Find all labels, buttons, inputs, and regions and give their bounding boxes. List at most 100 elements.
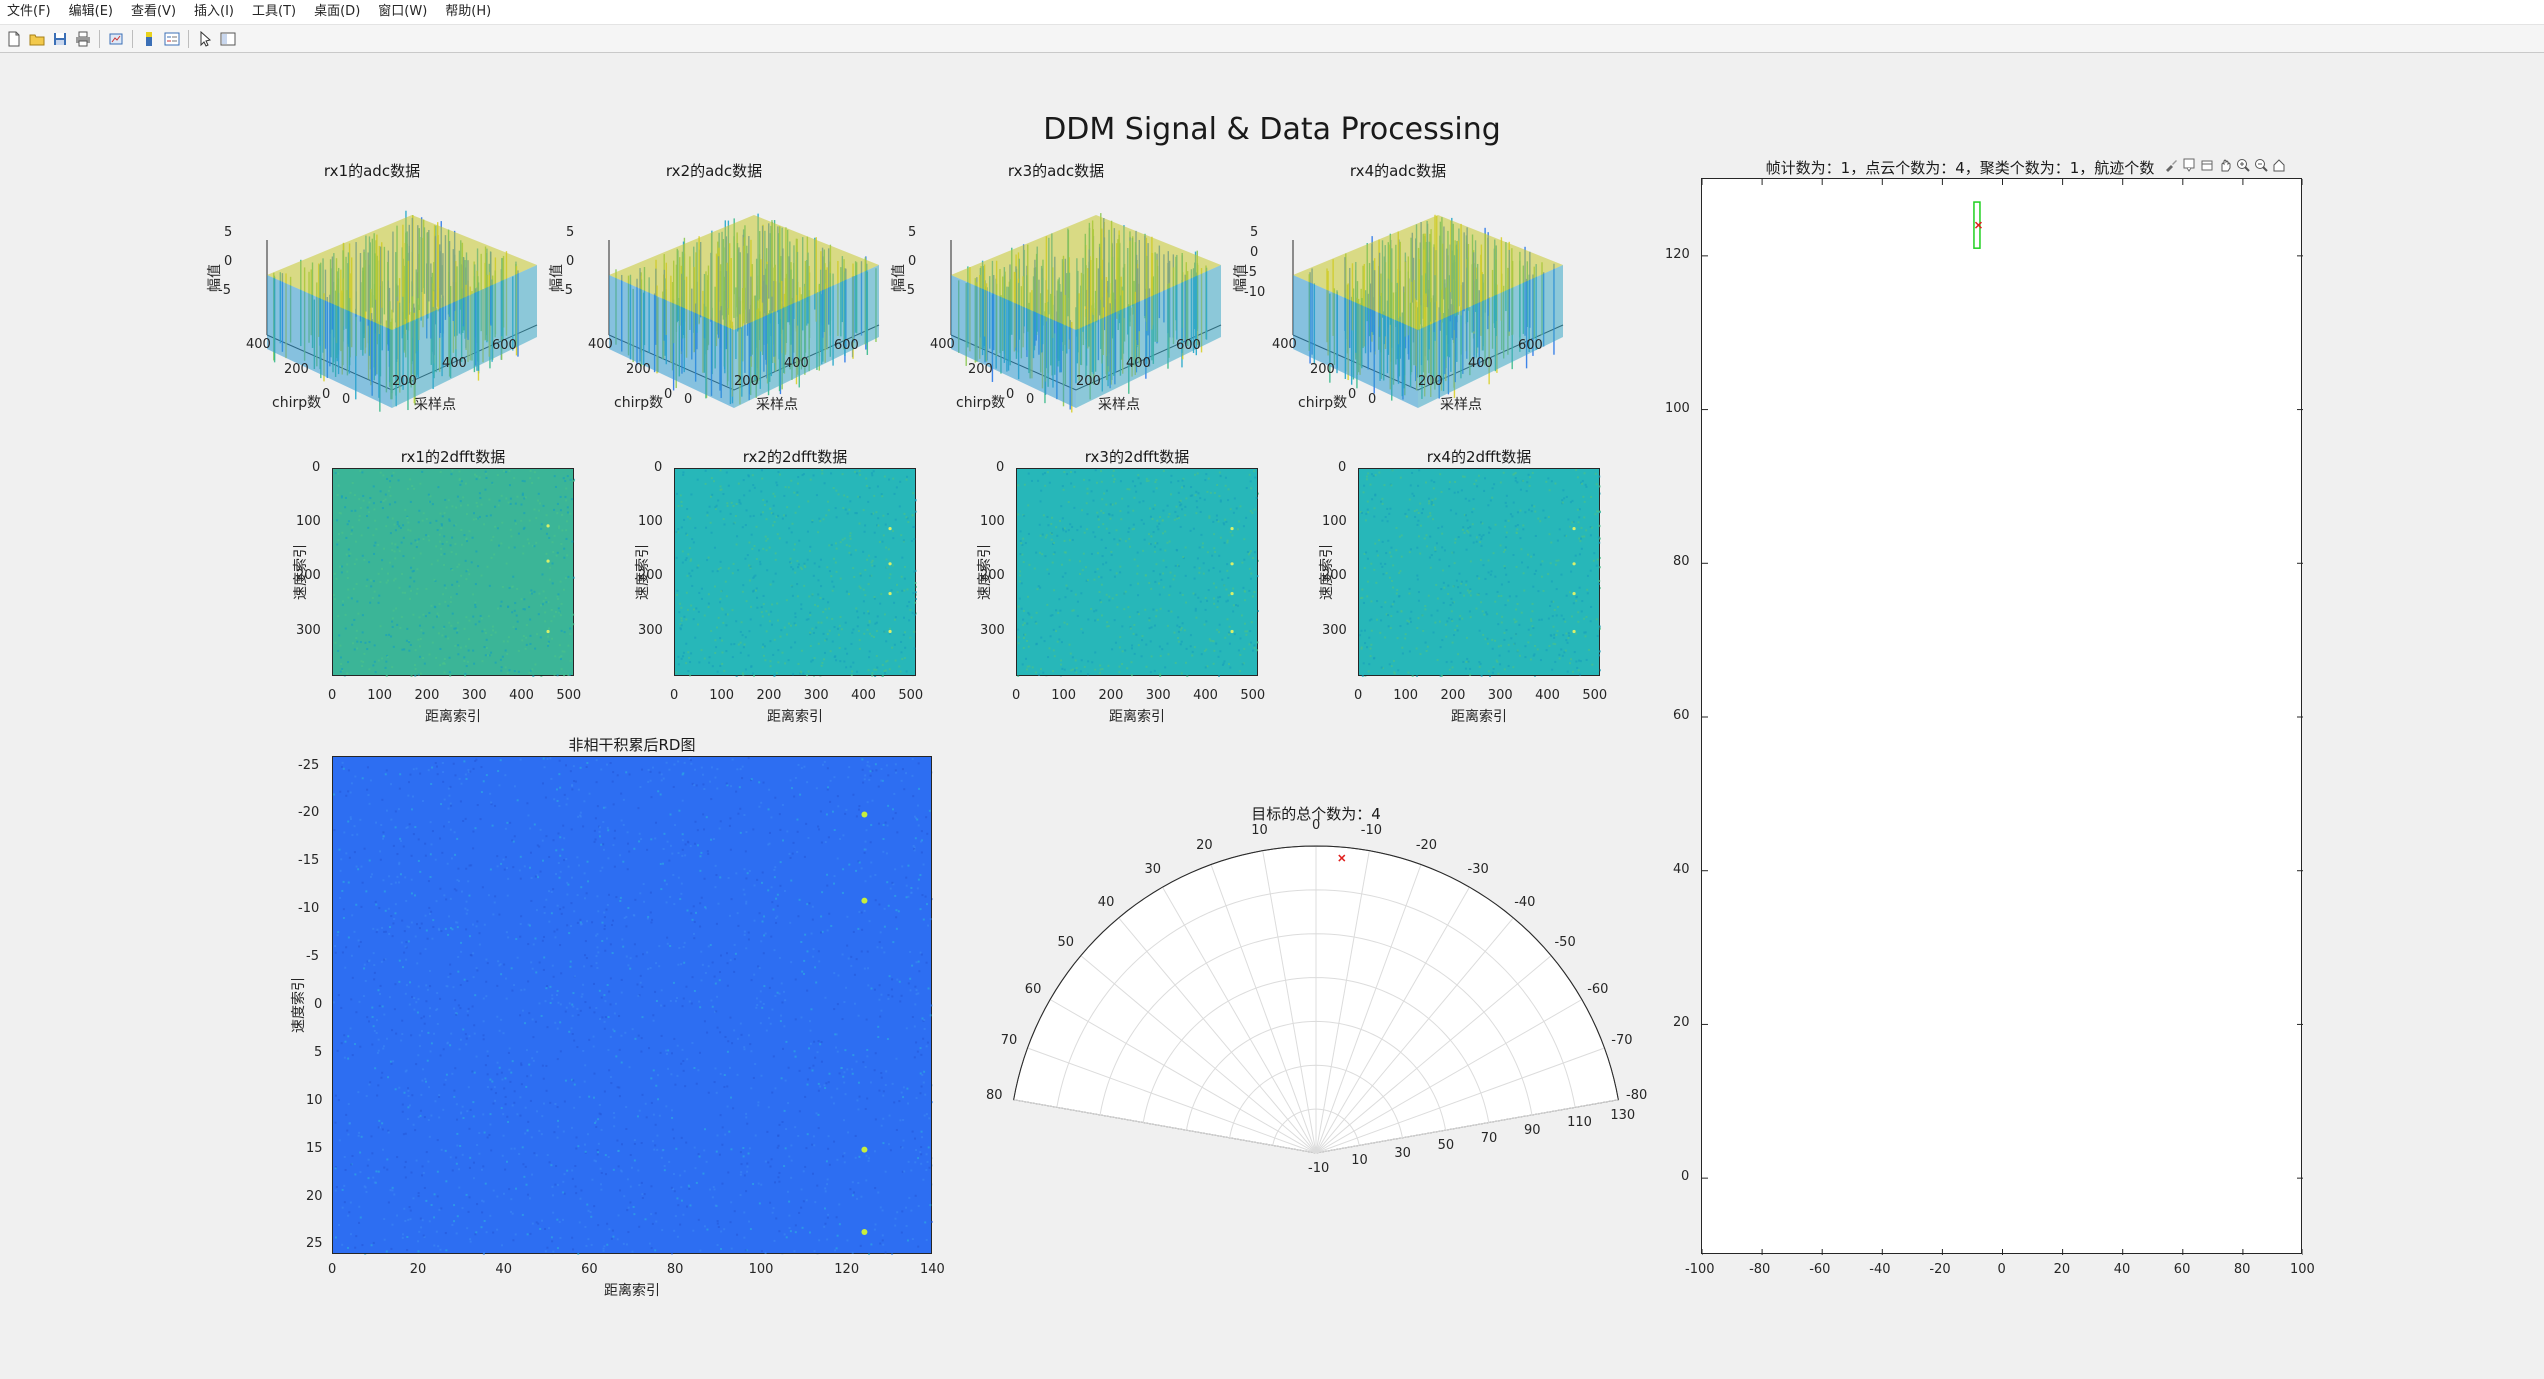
fft-peak <box>1572 629 1576 634</box>
edit-pointer-icon[interactable] <box>195 29 215 49</box>
y-axis-label: 速度索引 <box>635 544 651 600</box>
polar-spoke <box>1315 1099 1619 1154</box>
surface-axes-1[interactable] <box>252 185 552 425</box>
zoom-out-icon[interactable] <box>2254 157 2268 176</box>
z-tick: -5 <box>218 283 231 298</box>
x-axis-label: 采样点 <box>1440 397 1482 413</box>
x-tick: 400 <box>509 688 534 703</box>
save-icon[interactable] <box>50 29 70 49</box>
track-axes[interactable] <box>1701 178 2303 1255</box>
fft-peak <box>546 524 550 528</box>
fft-heatmap-3[interactable] <box>1016 468 1259 677</box>
x-tick: 300 <box>1487 688 1513 703</box>
y-tick: 0 <box>322 387 331 402</box>
pan-icon[interactable] <box>2218 157 2232 176</box>
x-axis-label: 距离索引 <box>425 709 481 725</box>
polar-theta-tick: 50 <box>1057 934 1075 950</box>
menu-item-1[interactable]: 编辑(E) <box>68 4 113 19</box>
polar-outline <box>1013 845 1619 1100</box>
fft-noise-svg <box>675 469 917 677</box>
fft-peak <box>888 591 892 596</box>
zoom-in-icon[interactable] <box>2236 157 2250 176</box>
polar-spoke <box>1013 1099 1317 1154</box>
x-tick: 600 <box>1518 338 1543 353</box>
z-tick: 5 <box>224 225 233 240</box>
polar-spoke <box>1315 1047 1605 1154</box>
x-tick: 0 <box>670 688 679 703</box>
rd-heatmap[interactable] <box>332 756 933 1255</box>
polar-theta-tick: 80 <box>985 1088 1003 1104</box>
y-tick: 200 <box>980 568 1005 584</box>
y-axis-label: chirp数 <box>956 395 1006 411</box>
surface-axes-4[interactable] <box>1278 185 1578 425</box>
link-plot-icon[interactable] <box>106 29 126 49</box>
rd-noise-svg <box>333 757 933 1255</box>
polar-r-tick: 70 <box>1480 1130 1498 1146</box>
restore-view-icon[interactable] <box>2272 157 2286 176</box>
y-axis-label: 速度索引 <box>1319 544 1335 600</box>
menu-item-5[interactable]: 桌面(D) <box>314 4 361 19</box>
z-tick: -5 <box>1244 265 1257 280</box>
surface-axes-2[interactable] <box>594 185 894 425</box>
fft-title: rx2的2dfft数据 <box>742 448 848 466</box>
x-tick: 500 <box>1240 688 1266 703</box>
fft-heatmap-1[interactable] <box>332 468 575 677</box>
x-tick: 60 <box>2173 1262 2191 1277</box>
insert-legend-icon[interactable] <box>162 29 182 49</box>
y-tick: 15 <box>306 1140 323 1156</box>
x-tick: 0 <box>1997 1262 2006 1277</box>
property-inspector-icon[interactable] <box>218 29 238 49</box>
print-icon[interactable] <box>73 29 93 49</box>
polar-axes[interactable] <box>989 826 1643 1173</box>
x-tick: 40 <box>2113 1262 2131 1277</box>
menu-bar: 文件(F) 编辑(E) 查看(V) 插入(I) 工具(T) 桌面(D) 窗口(W) 帮助(H) <box>0 0 2544 25</box>
figure-toolbar <box>0 25 2544 53</box>
surface-plot-svg <box>266 210 538 412</box>
menu-item-4[interactable]: 工具(T) <box>252 4 297 19</box>
data-tips-icon[interactable] <box>2182 157 2196 176</box>
fft-heatmap-2[interactable] <box>674 468 917 677</box>
x-tick: 0 <box>342 392 351 407</box>
fft-noise-svg <box>1359 469 1601 677</box>
x-tick: -40 <box>1869 1262 1891 1277</box>
x-axis-label: 距离索引 <box>767 709 823 725</box>
polar-theta-tick: 0 <box>1312 818 1321 833</box>
surface-top-face <box>951 215 1221 330</box>
fft-title: rx3的2dfft数据 <box>1084 448 1190 466</box>
rotate-3d-icon[interactable] <box>2200 157 2214 176</box>
menu-item-6[interactable]: 窗口(W) <box>378 4 428 19</box>
y-axis-label: 速度索引 <box>293 544 309 600</box>
y-tick: 60 <box>1673 708 1690 723</box>
z-tick: 0 <box>1250 245 1259 260</box>
y-tick: -20 <box>298 805 320 821</box>
menu-item-7[interactable]: 帮助(H) <box>445 4 492 19</box>
surface-axes-3[interactable] <box>936 185 1236 425</box>
y-tick: -25 <box>298 757 320 773</box>
brush-icon[interactable] <box>2164 157 2178 176</box>
x-tick: 100 <box>2290 1262 2315 1277</box>
y-tick: 400 <box>246 337 271 352</box>
menu-item-3[interactable]: 插入(I) <box>194 4 235 19</box>
x-tick: 100 <box>709 688 735 703</box>
open-file-icon[interactable] <box>27 29 47 49</box>
menu-item-0[interactable]: 文件(F) <box>7 4 51 19</box>
rd-peak <box>861 811 868 818</box>
polar-theta-tick: 20 <box>1196 837 1213 853</box>
new-figure-icon[interactable] <box>4 29 24 49</box>
track-title: 帧计数为：1，点云个数为：4，聚类个数为：1，航迹个数 <box>1765 159 2155 177</box>
y-tick: 0 <box>1681 1169 1690 1185</box>
x-tick: 100 <box>748 1262 774 1277</box>
x-tick: 0 <box>1368 392 1377 407</box>
y-tick: 100 <box>296 514 321 530</box>
y-tick: -10 <box>298 901 320 917</box>
y-tick: 0 <box>654 460 663 475</box>
polar-spoke <box>1262 850 1317 1154</box>
rd-peak <box>861 1229 868 1236</box>
y-tick: 25 <box>306 1236 323 1252</box>
menu-item-2[interactable]: 查看(V) <box>130 4 177 19</box>
fft-heatmap-4[interactable] <box>1358 468 1601 677</box>
insert-colorbar-icon[interactable] <box>139 29 159 49</box>
surface-title: rx2的adc数据 <box>665 162 763 180</box>
surface-plot-svg <box>1292 214 1564 408</box>
z-tick: -5 <box>902 283 915 298</box>
